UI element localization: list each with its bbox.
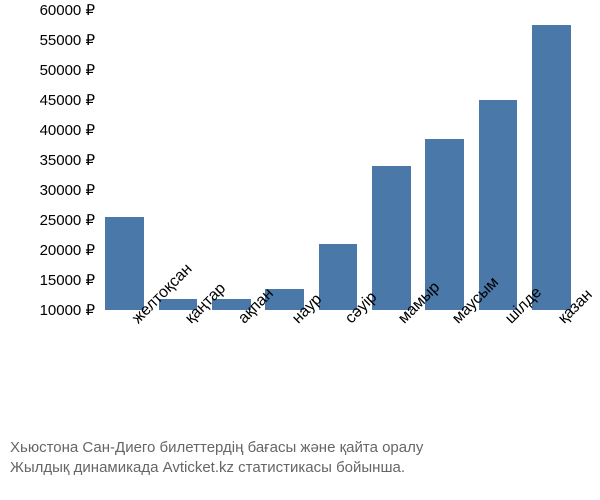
x-tick-label: шілде	[502, 315, 515, 328]
bar-chart: 10000 ₽ 15000 ₽ 20000 ₽ 25000 ₽ 30000 ₽ 35000…	[10, 10, 590, 430]
y-axis: 10000 ₽15000 ₽20000 ₽25000 ₽30000 ₽35000…	[10, 10, 95, 310]
y-tick-label: 50000 ₽	[40, 61, 95, 79]
x-tick-label: ақпан	[235, 315, 248, 328]
caption-line-2: Жылдық динамикада Avticket.kz статистика…	[10, 458, 590, 478]
bar	[105, 217, 143, 310]
plot-area	[98, 10, 578, 310]
y-tick-label: 35000 ₽	[40, 151, 95, 169]
y-tick-label: 40000 ₽	[40, 121, 95, 139]
y-tick-label: 15000 ₽	[40, 271, 95, 289]
bar	[372, 166, 410, 310]
y-tick-label: 55000 ₽	[40, 31, 95, 49]
x-tick-label: наур	[289, 315, 302, 328]
y-tick-label: 30000 ₽	[40, 181, 95, 199]
bar	[319, 244, 357, 310]
y-tick-label: 25000 ₽	[40, 211, 95, 229]
x-tick-label: қазан	[555, 315, 568, 328]
y-tick-label: 60000 ₽	[40, 1, 95, 19]
y-tick-label: 20000 ₽	[40, 241, 95, 259]
bar	[532, 25, 570, 310]
chart-caption: Хьюстона Сан-Диего билеттердің бағасы жә…	[10, 438, 590, 479]
y-tick-label: 45000 ₽	[40, 91, 95, 109]
x-tick-label: қаңтар	[182, 315, 195, 328]
x-tick-label: сәуір	[342, 315, 355, 328]
y-tick-label: 10000 ₽	[40, 301, 95, 319]
x-tick-label: желтоқсан	[129, 315, 142, 328]
x-tick-label: маусым	[449, 315, 462, 328]
x-axis: желтоқсан қаңтар ақпан наур сәуір мамыр маусым…	[98, 315, 578, 425]
x-tick-label: мамыр	[395, 315, 408, 328]
caption-line-1: Хьюстона Сан-Диего билеттердің бағасы жә…	[10, 438, 590, 458]
